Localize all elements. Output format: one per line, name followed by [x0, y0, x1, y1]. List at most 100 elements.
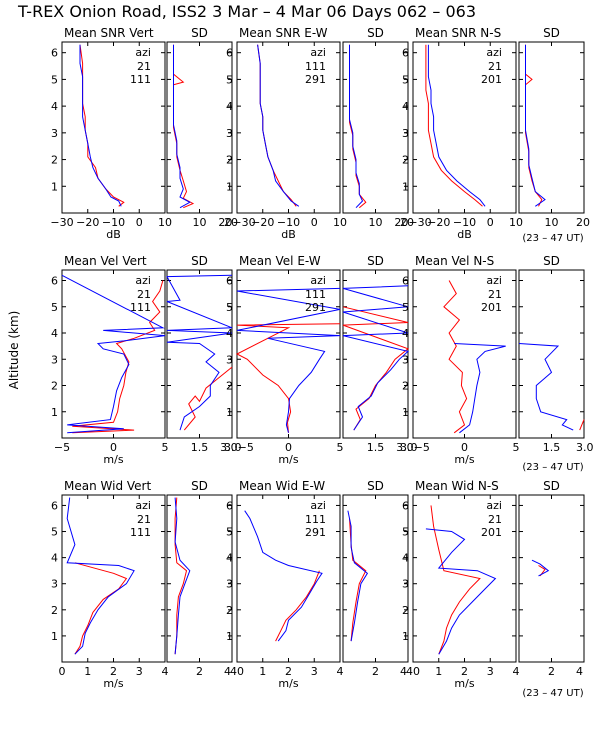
x-tick-label: 1 [84, 665, 91, 678]
x-axis-label: m/s [278, 677, 298, 690]
panel-sd-2-3: SD 2 4 [342, 479, 409, 678]
series-line-111 [342, 306, 410, 431]
panel-frame [518, 41, 585, 214]
x-tick-label: 20 [400, 216, 414, 229]
panel-sd-1-5: SD 1.5 3.0 [518, 254, 594, 454]
series-line-21 [173, 44, 195, 209]
x-tick-label: 0 [285, 441, 292, 454]
x-axis-label: dB [106, 228, 121, 241]
series-line-201 [525, 44, 546, 207]
legend-header: azi [310, 274, 326, 287]
x-axis-label: m/s [278, 453, 298, 466]
x-axis-label: dB [457, 228, 472, 241]
series-line-111 [79, 44, 122, 207]
legend-entry-111: 111 [130, 73, 151, 86]
y-tick-label: 5 [402, 301, 409, 314]
series-line-291 [347, 510, 369, 642]
series-line-291 [244, 510, 323, 642]
x-tick-label: 2 [285, 665, 292, 678]
x-tick-label: 3.0−5 [220, 441, 254, 454]
legend-entry-21: 21 [488, 60, 502, 73]
y-tick-label: 1 [402, 406, 409, 419]
x-tick-label: −20 [427, 216, 450, 229]
panel-mean-snr-e-w-0-2: Mean SNR E-W 20−30−20 −10 0 10 1 2 3 4 5 6 dB azi111… [218, 26, 347, 241]
series-line-21 [74, 562, 128, 655]
series-line-111 [174, 497, 191, 655]
legend-entry-21: 21 [137, 288, 151, 301]
panel-sd-1-3: SD 1.5 3.0 [342, 254, 418, 454]
panel-frame [342, 41, 409, 214]
legend-entry-201: 201 [481, 73, 502, 86]
y-tick-label: 6 [226, 275, 233, 288]
y-tick-label: 3 [402, 127, 409, 140]
utc-note-snr-row: (23 – 47 UT) [522, 233, 583, 244]
x-tick-label: 1 [259, 665, 266, 678]
legend-header: azi [135, 274, 151, 287]
legend-header: azi [310, 46, 326, 59]
panel-frame [342, 269, 409, 439]
y-tick-label: 5 [226, 301, 233, 314]
y-tick-label: 6 [51, 275, 58, 288]
x-tick-label: 2 [548, 665, 555, 678]
series-line-21 [579, 419, 585, 431]
x-tick-label: −10 [102, 216, 125, 229]
legend-entry-111: 111 [130, 526, 151, 539]
x-tick-label: 3.0 [576, 441, 594, 454]
y-tick-label: 1 [51, 630, 58, 643]
y-tick-label: 4 [226, 100, 233, 113]
x-tick-label: 20 [224, 216, 238, 229]
x-tick-label: 4 [400, 665, 407, 678]
panel-title: SD [543, 254, 560, 268]
x-tick-label: −5 [54, 441, 70, 454]
panel-title: Mean SNR E-W [239, 26, 328, 40]
legend-entry-111: 111 [130, 301, 151, 314]
panel-title: SD [191, 479, 208, 493]
panel-title: SD [367, 26, 384, 40]
panel-title: SD [367, 479, 384, 493]
y-tick-label: 5 [402, 526, 409, 539]
x-tick-label: 3 [487, 665, 494, 678]
y-tick-label: 3 [51, 578, 58, 591]
panel-sd-0-1: SD 10 20 [166, 26, 238, 229]
y-tick-label: 6 [226, 47, 233, 60]
y-tick-label: 5 [51, 73, 58, 86]
x-tick-label: 2 [110, 665, 117, 678]
legend-entry-21: 21 [137, 60, 151, 73]
legend-header: azi [135, 46, 151, 59]
series-line-201 [531, 559, 550, 577]
y-tick-label: 3 [51, 127, 58, 140]
series-line-21 [174, 497, 188, 655]
series-line-201 [427, 44, 486, 207]
x-axis-label: m/s [103, 453, 123, 466]
x-tick-label: 4 [162, 665, 169, 678]
x-tick-label: 3.0 [400, 441, 418, 454]
panel-title: Mean SNR Vert [64, 26, 154, 40]
x-tick-label: 0 [461, 441, 468, 454]
panel-title: Mean Wid Vert [64, 479, 151, 493]
panel-title: Mean Vel E-W [239, 254, 321, 268]
panel-mean-snr-n-s-0-4: Mean SNR N-S20−30−20 −10 0 10123456dBazi212… [394, 26, 523, 241]
series-line-291 [342, 285, 410, 431]
x-tick-label: 10 [193, 216, 207, 229]
panel-title: Mean Wid E-W [239, 479, 325, 493]
series-line-21 [183, 366, 233, 431]
legend-entry-111: 111 [305, 288, 326, 301]
x-tick-label: 10 [509, 216, 523, 229]
y-tick-label: 2 [402, 604, 409, 617]
y-tick-label: 5 [402, 73, 409, 86]
y-tick-label: 5 [226, 526, 233, 539]
series-line-201 [518, 343, 574, 431]
panel-frame [518, 269, 585, 439]
x-tick-label: 4 [576, 665, 583, 678]
x-axis-label: m/s [103, 677, 123, 690]
panel-title: SD [191, 26, 208, 40]
x-tick-label: 1 [435, 665, 442, 678]
legend-entry-21: 21 [488, 513, 502, 526]
y-tick-label: 6 [51, 47, 58, 60]
series-line-291 [236, 287, 341, 433]
x-tick-label: 0 [487, 216, 494, 229]
series-line-21 [79, 44, 125, 207]
y-tick-label: 4 [226, 552, 233, 565]
